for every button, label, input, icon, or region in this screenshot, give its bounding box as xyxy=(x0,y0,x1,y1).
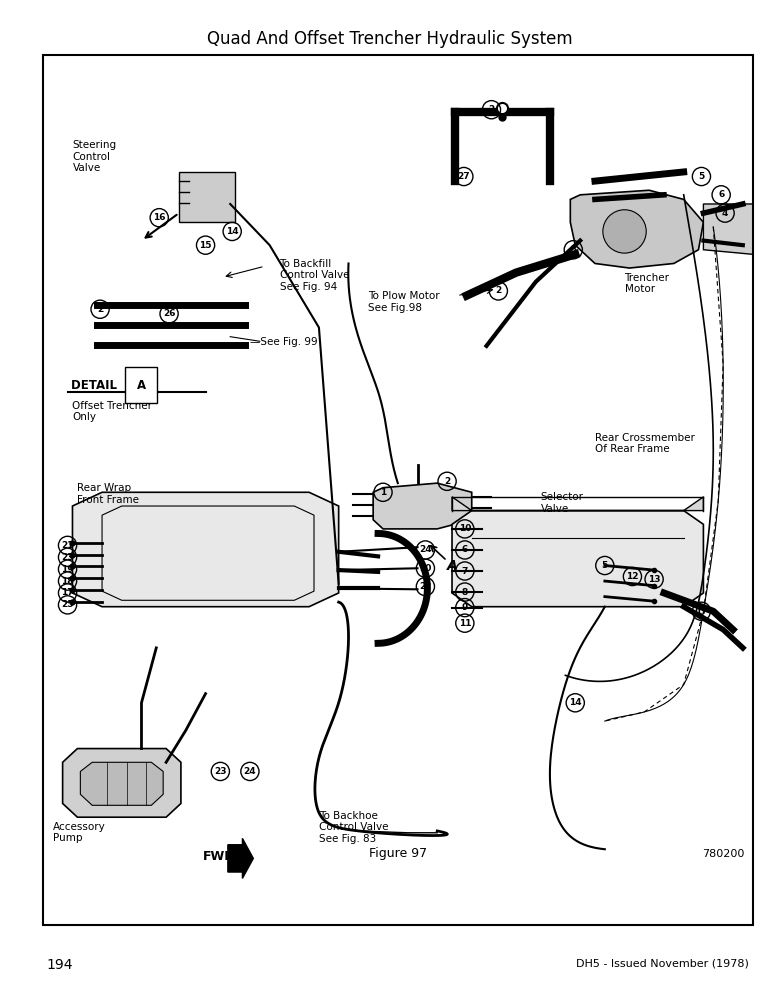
Polygon shape xyxy=(452,511,704,607)
Polygon shape xyxy=(452,497,704,511)
Text: A: A xyxy=(447,559,457,573)
Text: 24: 24 xyxy=(419,545,431,554)
Text: 17: 17 xyxy=(695,607,707,616)
Text: A: A xyxy=(136,379,146,392)
Text: 6: 6 xyxy=(462,545,468,554)
Polygon shape xyxy=(62,749,181,817)
Text: —See Fig. 99: —See Fig. 99 xyxy=(250,337,317,347)
Text: 2: 2 xyxy=(495,286,502,295)
Text: Selector
Valve: Selector Valve xyxy=(541,492,583,514)
Polygon shape xyxy=(704,204,757,254)
Text: To Plow Motor
See Fig.98: To Plow Motor See Fig.98 xyxy=(368,291,440,313)
Text: 8: 8 xyxy=(462,588,468,597)
Polygon shape xyxy=(373,483,472,529)
Text: 5: 5 xyxy=(601,561,608,570)
Text: To Backhoe
Control Valve
See Fig. 83: To Backhoe Control Valve See Fig. 83 xyxy=(319,811,388,844)
Text: Rear Crossmember
Of Rear Frame: Rear Crossmember Of Rear Frame xyxy=(595,433,695,454)
Text: DETAIL: DETAIL xyxy=(70,379,121,392)
Text: 3: 3 xyxy=(570,245,576,254)
Text: 24: 24 xyxy=(243,767,257,776)
Text: 26: 26 xyxy=(163,309,176,318)
Text: Accessory
Pump: Accessory Pump xyxy=(53,822,105,843)
Bar xyxy=(179,172,235,222)
Text: FWD: FWD xyxy=(203,850,235,863)
Text: 16: 16 xyxy=(153,213,165,222)
Text: 27: 27 xyxy=(458,172,470,181)
Text: Rear Wrap
Front Frame: Rear Wrap Front Frame xyxy=(77,483,140,505)
Text: 6: 6 xyxy=(718,190,725,199)
Text: 23: 23 xyxy=(214,767,227,776)
Polygon shape xyxy=(570,190,704,268)
Text: 12: 12 xyxy=(626,572,639,581)
Text: 14: 14 xyxy=(569,698,582,707)
Text: 21: 21 xyxy=(62,541,74,550)
Text: 13: 13 xyxy=(648,575,661,584)
Text: 23: 23 xyxy=(62,553,74,562)
Text: 20: 20 xyxy=(419,564,431,573)
Text: 9: 9 xyxy=(462,603,468,612)
Text: 22: 22 xyxy=(419,582,431,591)
Text: 17: 17 xyxy=(62,588,74,597)
Text: 11: 11 xyxy=(459,619,471,628)
Text: DH5 - Issued November (1978): DH5 - Issued November (1978) xyxy=(576,958,749,968)
Polygon shape xyxy=(228,838,254,878)
Text: Steering
Control
Valve: Steering Control Valve xyxy=(73,140,116,173)
Circle shape xyxy=(603,210,647,253)
Text: 2: 2 xyxy=(444,477,450,486)
Text: 18: 18 xyxy=(62,577,74,586)
Text: Figure 97: Figure 97 xyxy=(369,847,427,860)
Polygon shape xyxy=(80,762,163,805)
Text: To Backfill
Control Valve
See Fig. 94: To Backfill Control Valve See Fig. 94 xyxy=(279,259,349,292)
Text: 5: 5 xyxy=(698,172,704,181)
Text: 2: 2 xyxy=(97,305,103,314)
Text: 10: 10 xyxy=(459,524,471,533)
Text: 2: 2 xyxy=(488,105,495,114)
Polygon shape xyxy=(73,492,339,607)
Text: 19: 19 xyxy=(62,565,74,574)
Text: Quad And Offset Trencher Hydraulic System: Quad And Offset Trencher Hydraulic Syste… xyxy=(207,30,573,48)
Text: 4: 4 xyxy=(722,209,729,218)
Text: 194: 194 xyxy=(47,958,73,972)
Text: Offset Trencher
Only: Offset Trencher Only xyxy=(73,401,152,422)
Text: 7: 7 xyxy=(462,567,468,576)
Text: 25: 25 xyxy=(62,600,74,609)
Text: 15: 15 xyxy=(200,241,212,250)
Text: 780200: 780200 xyxy=(702,849,744,859)
Text: 14: 14 xyxy=(226,227,239,236)
Text: Trencher
Motor: Trencher Motor xyxy=(625,273,669,294)
Text: 1: 1 xyxy=(380,488,386,497)
